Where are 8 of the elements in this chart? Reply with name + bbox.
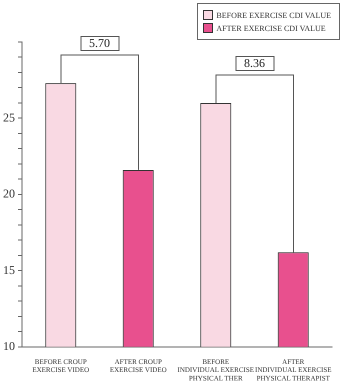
- y-tick-label: 10: [3, 338, 15, 353]
- y-tick-label: 15: [3, 262, 15, 277]
- y-tick-label: 25: [3, 110, 15, 124]
- annotation: 5.70: [80, 36, 119, 52]
- legend-label: AFTER EXERCISE CDI VALUE: [216, 24, 326, 32]
- y-tick-label: 20: [3, 186, 15, 201]
- annotation: 8.36: [235, 56, 274, 71]
- legend-label: BEFORE EXERCISE CDI VALUE: [216, 10, 331, 20]
